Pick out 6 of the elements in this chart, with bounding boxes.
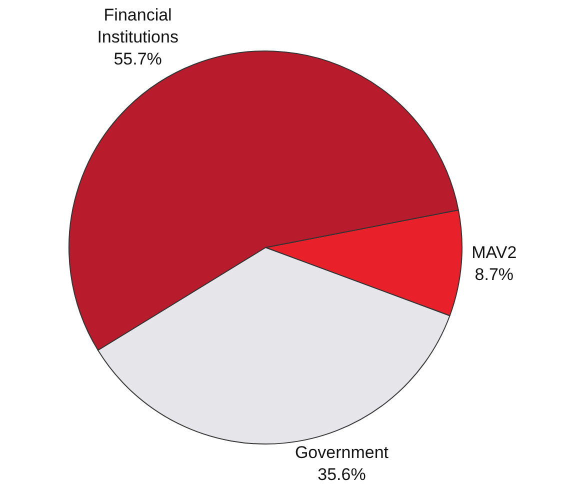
- slice-label: MAV2: [472, 243, 517, 262]
- slice-label: Government: [294, 442, 389, 462]
- slice-label: Financial Institutions: [97, 5, 178, 46]
- data-label: 35.6%: [318, 464, 366, 484]
- data-label: 55.7%: [114, 50, 162, 69]
- data-label: 8.7%: [474, 265, 514, 284]
